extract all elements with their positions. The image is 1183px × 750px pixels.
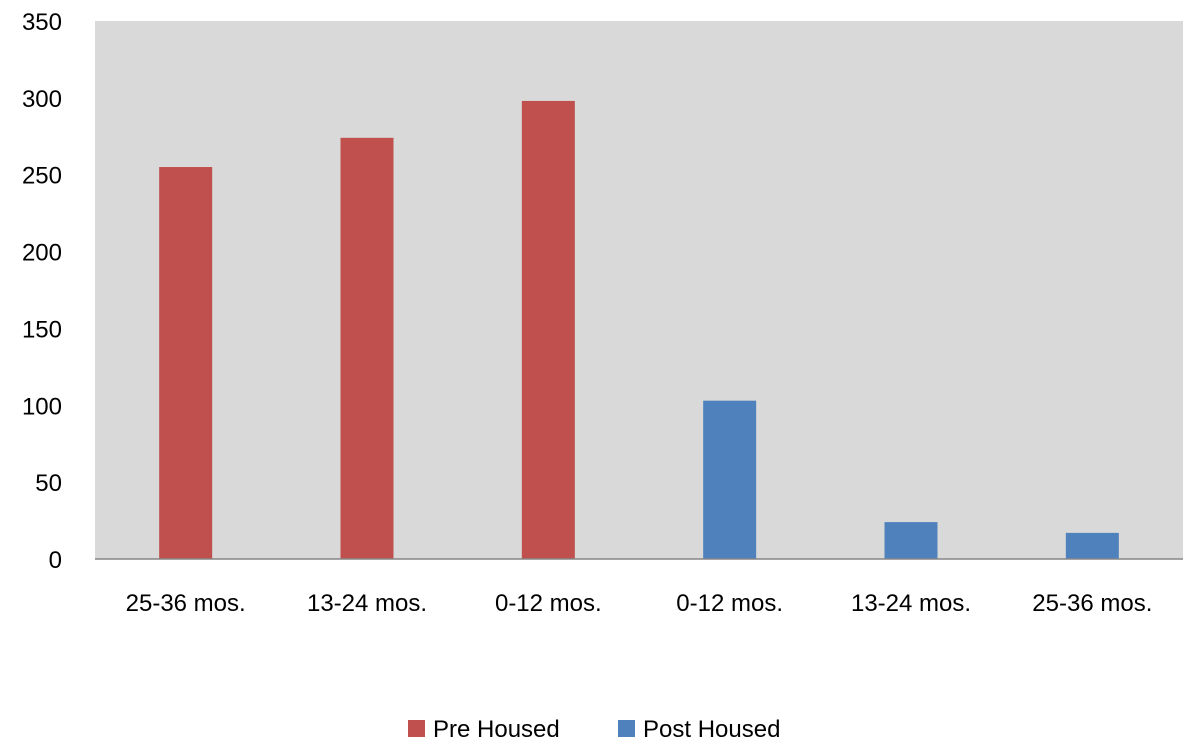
legend: Pre Housed Post Housed [408, 716, 780, 743]
x-tick-label: 25-36 mos. [126, 590, 246, 617]
y-tick-label: 150 [22, 316, 62, 343]
y-tick-label: 0 [49, 547, 62, 574]
legend-label: Post Housed [643, 716, 780, 743]
legend-label: Pre Housed [433, 716, 560, 743]
x-tick-label: 0-12 mos. [676, 590, 783, 617]
y-tick-label: 100 [22, 393, 62, 420]
bars [159, 100, 1119, 559]
y-tick-label: 250 [22, 163, 62, 190]
x-tick-label: 13-24 mos. [307, 590, 427, 617]
bar-post-housed [703, 400, 757, 559]
y-tick-label: 350 [22, 9, 62, 36]
x-tick-label: 25-36 mos. [1032, 590, 1152, 617]
y-axis-ticks: 0 50 100 150 200 250 300 350 [22, 9, 62, 574]
y-tick-label: 50 [35, 470, 62, 497]
legend-swatch [618, 720, 635, 737]
x-tick-label: 13-24 mos. [851, 590, 971, 617]
bar-pre-housed [340, 137, 394, 559]
y-tick-label: 300 [22, 86, 62, 113]
y-tick-label: 200 [22, 240, 62, 267]
bar-post-housed [1065, 532, 1119, 559]
bar-pre-housed [159, 167, 213, 559]
bar-post-housed [884, 522, 938, 559]
legend-swatch [408, 720, 425, 737]
plot-area [95, 21, 1183, 559]
x-axis-ticks: 25-36 mos. 13-24 mos. 0-12 mos. 0-12 mos. 13… [126, 590, 1153, 617]
x-tick-label: 0-12 mos. [495, 590, 602, 617]
bar-pre-housed [521, 100, 575, 559]
